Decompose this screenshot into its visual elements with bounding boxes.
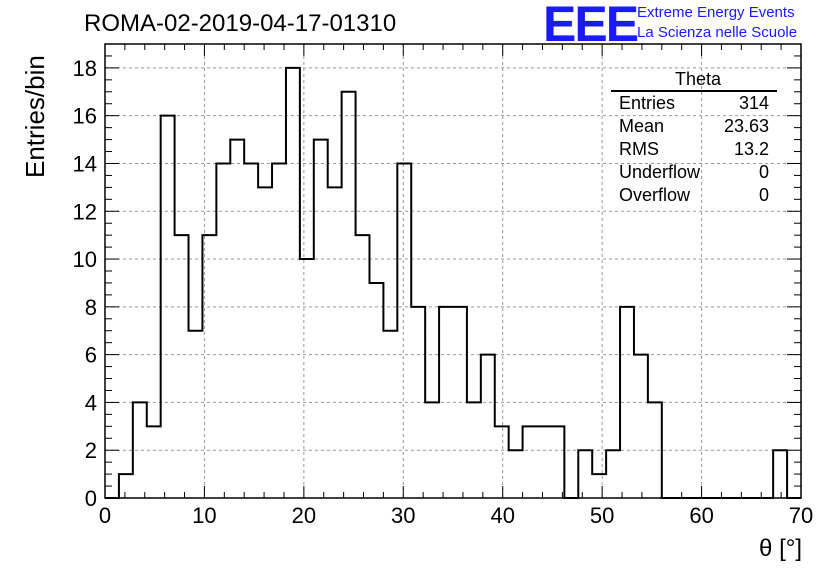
stats-title: Theta — [611, 68, 777, 92]
stats-label: Entries — [619, 93, 676, 113]
histogram-bin — [258, 187, 272, 498]
histogram-bin — [230, 140, 244, 498]
histogram-bin — [244, 163, 258, 498]
y-tick-label: 14 — [73, 151, 97, 176]
stats-value: 0 — [758, 185, 769, 205]
y-tick-label: 10 — [73, 247, 97, 272]
stats-label: RMS — [619, 139, 659, 159]
y-tick-label: 6 — [85, 343, 97, 368]
logo-line-1: Extreme Energy Events — [637, 4, 795, 21]
histogram-bin — [314, 140, 328, 498]
stats-row-underflow: Underflow 0 — [611, 161, 777, 184]
x-tick-label: 50 — [590, 503, 614, 528]
histogram-bin — [286, 68, 300, 498]
histogram-bin — [328, 187, 342, 498]
y-tick-label: 16 — [73, 104, 97, 129]
x-tick-label: 70 — [789, 503, 813, 528]
histogram-bin — [481, 355, 495, 498]
histogram-bin — [509, 450, 523, 498]
x-tick-label: 20 — [292, 503, 316, 528]
histogram-bin — [189, 331, 203, 498]
x-tick-label: 0 — [99, 503, 111, 528]
stats-row-mean: Mean 23.63 — [611, 115, 777, 138]
histogram-bin — [537, 426, 551, 498]
histogram-bin — [272, 163, 286, 498]
histogram-bin — [369, 283, 383, 498]
y-tick-label: 0 — [85, 486, 97, 511]
stats-row-rms: RMS 13.2 — [611, 138, 777, 161]
histogram-bin — [133, 402, 147, 498]
y-tick-label: 12 — [73, 199, 97, 224]
logo-line-2: La Scienza nelle Scuole — [637, 24, 798, 41]
histogram-bin — [383, 331, 397, 498]
histogram-bin — [634, 355, 648, 498]
histogram-bin — [300, 259, 314, 498]
histogram-bin — [550, 426, 564, 498]
histogram-bin — [773, 450, 787, 498]
x-tick-label: 30 — [391, 503, 415, 528]
stats-box: Theta Entries 314 Mean 23.63 RMS 13.2 Under… — [611, 68, 777, 207]
histogram-bin — [175, 235, 189, 498]
stats-label: Mean — [619, 116, 665, 136]
y-axis-label: Entries/bin — [20, 55, 50, 178]
x-tick-label: 40 — [490, 503, 514, 528]
chart-title: ROMA-02-2019-04-17-01310 — [84, 10, 397, 37]
histogram-bin — [592, 474, 606, 498]
stats-value: 0 — [758, 162, 769, 182]
y-tick-label: 4 — [85, 390, 97, 415]
histogram-bin — [397, 163, 411, 498]
plot-frame — [104, 43, 802, 499]
stats-label: Underflow — [619, 162, 701, 182]
logo-caption: Extreme Energy Events La Scienza nelle S… — [637, 3, 797, 43]
histogram-outline — [105, 66, 801, 499]
y-tick-label: 2 — [85, 438, 97, 463]
y-tick-label: 8 — [85, 295, 97, 320]
histogram-bin — [606, 450, 620, 498]
histogram-bin — [578, 450, 592, 498]
y-tick-label: 18 — [73, 56, 97, 81]
histogram-bin — [356, 235, 370, 498]
stats-value: 23.63 — [723, 116, 769, 136]
x-tick-label: 60 — [689, 503, 713, 528]
stats-row-overflow: Overflow 0 — [611, 184, 777, 207]
x-tick-label: 10 — [192, 503, 216, 528]
eee-logo: EEE — [543, 0, 639, 52]
stats-row-entries: Entries 314 — [611, 92, 777, 115]
stats-label: Overflow — [619, 185, 691, 205]
stats-value: 13.2 — [733, 139, 769, 159]
histogram-bin — [216, 163, 230, 498]
histogram-bin — [495, 426, 509, 498]
x-axis-label: θ [°] — [759, 535, 802, 562]
histogram-bin — [342, 92, 356, 498]
stats-value: 314 — [738, 93, 769, 113]
histogram-bin — [147, 426, 161, 498]
histogram-bin — [119, 474, 133, 498]
histogram-bin — [523, 426, 537, 498]
